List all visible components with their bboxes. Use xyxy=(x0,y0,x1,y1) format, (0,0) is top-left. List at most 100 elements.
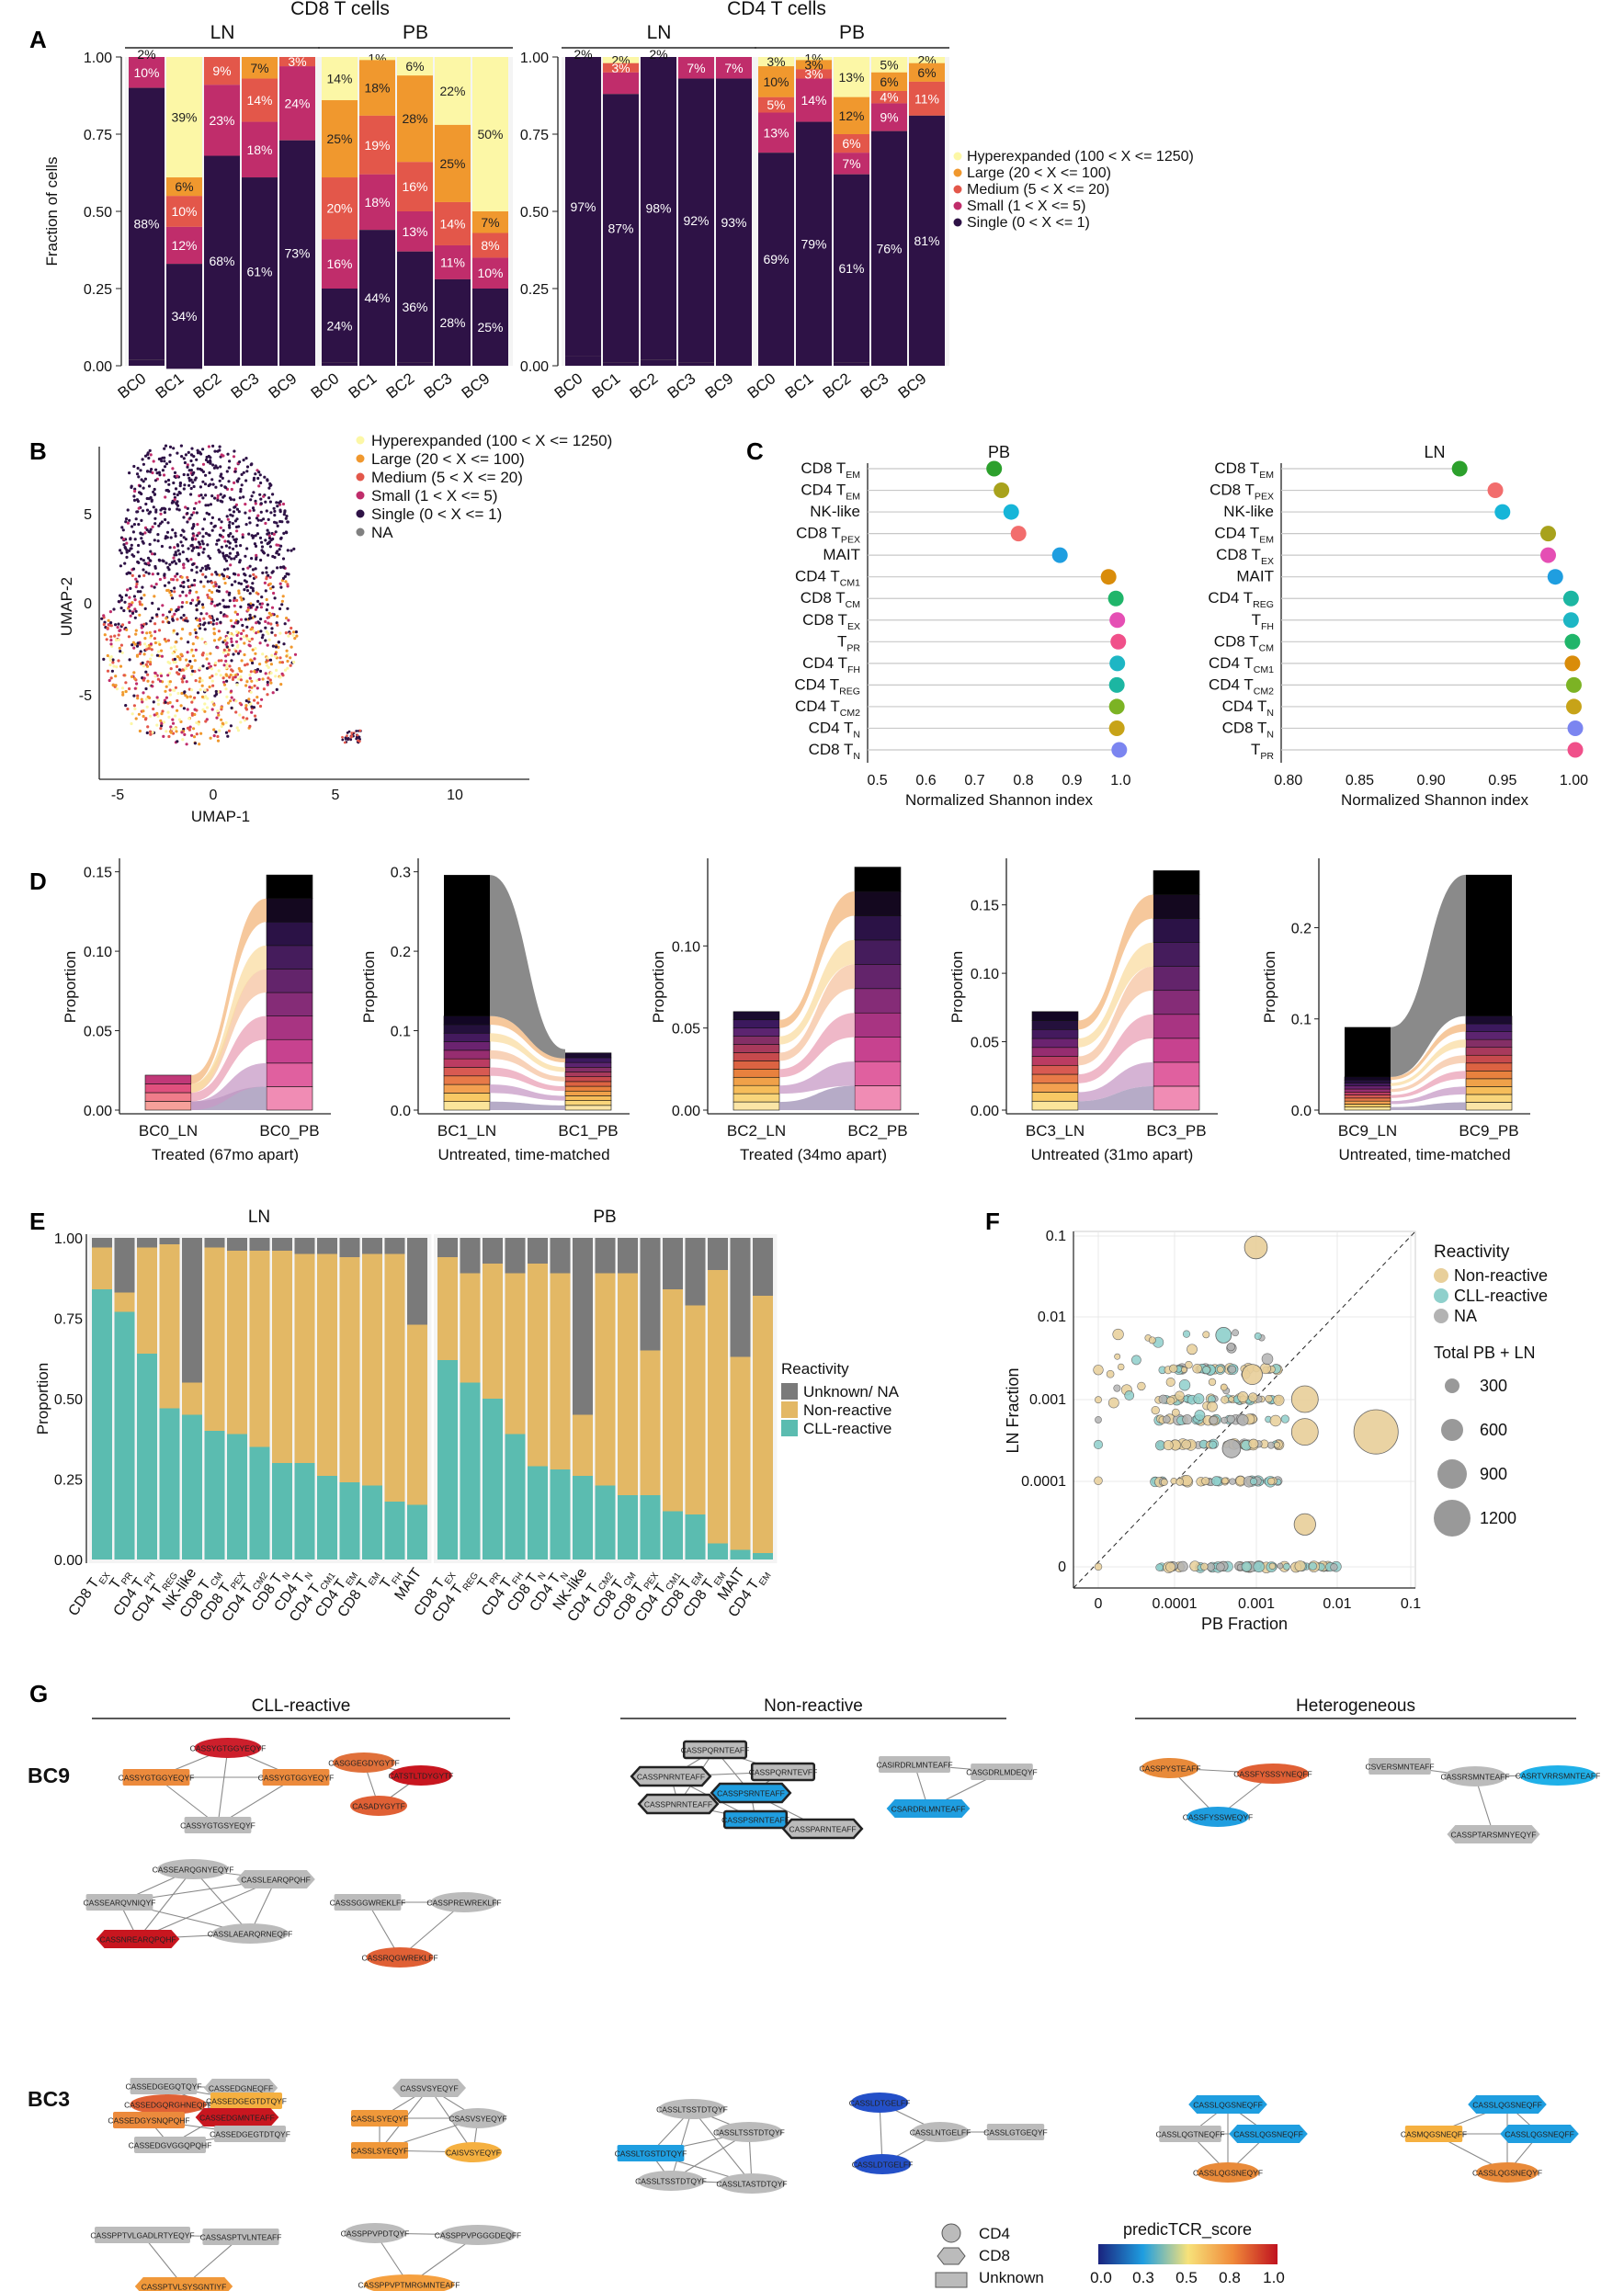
bar-segment xyxy=(397,362,433,366)
umap-point xyxy=(168,688,172,692)
x-tick-label: 0.95 xyxy=(1488,773,1516,788)
scatter-point xyxy=(1209,1415,1219,1425)
umap-point xyxy=(141,630,144,634)
scatter-point xyxy=(1124,1390,1135,1401)
umap-point xyxy=(276,566,279,570)
umap-point xyxy=(177,718,181,721)
umap-point xyxy=(140,537,143,540)
scatter-point xyxy=(1114,1353,1121,1360)
scatter-point xyxy=(1237,1391,1249,1403)
scatter-point xyxy=(1241,1561,1252,1572)
umap-point xyxy=(253,670,256,674)
bar-cll-reactive xyxy=(384,1502,405,1559)
umap-point xyxy=(224,720,228,725)
umap-point xyxy=(172,629,176,632)
category-label: CD4 TREG xyxy=(1208,589,1274,610)
umap-point xyxy=(240,472,244,477)
umap-point xyxy=(171,718,175,721)
colorbar-tick-label: 0.3 xyxy=(1132,2269,1154,2286)
bar-segment xyxy=(359,115,395,175)
bar-data-label: 20% xyxy=(326,201,352,216)
umap-point xyxy=(159,649,164,652)
umap-point xyxy=(143,561,147,565)
legend-label: Medium (5 < X <= 20) xyxy=(371,469,523,486)
umap-point xyxy=(146,679,150,683)
umap-point xyxy=(165,696,168,699)
umap-point xyxy=(146,695,150,698)
umap-point xyxy=(182,536,186,539)
umap-point xyxy=(153,487,156,492)
alluvial-flow xyxy=(490,1067,565,1092)
umap-point xyxy=(197,722,200,726)
left-stack-segment xyxy=(1031,1092,1079,1102)
umap-point xyxy=(179,444,183,448)
bar-unknown xyxy=(182,1238,202,1383)
umap-point xyxy=(109,639,113,642)
umap-point xyxy=(168,459,172,464)
umap-point xyxy=(130,721,133,726)
umap-point xyxy=(196,448,199,452)
scatter-point xyxy=(1248,1438,1259,1449)
umap-point xyxy=(200,679,204,683)
umap-point xyxy=(134,632,138,636)
bar-data-label: 3% xyxy=(804,66,823,81)
umap-point xyxy=(278,500,282,504)
bar-cll-reactive xyxy=(730,1549,751,1559)
umap-point xyxy=(230,689,233,693)
umap-point xyxy=(124,681,128,685)
bar-cll-reactive xyxy=(159,1408,180,1559)
umap-point xyxy=(108,678,111,683)
left-stack-segment xyxy=(1344,1097,1391,1102)
umap-point xyxy=(161,469,165,472)
scatter-point xyxy=(1201,1477,1210,1486)
umap-point xyxy=(245,547,249,550)
bar-segment xyxy=(716,57,752,79)
bar-data-label: 9% xyxy=(880,110,898,125)
size-legend-label: 300 xyxy=(1480,1377,1507,1395)
umap-point xyxy=(244,634,248,638)
bar-unknown xyxy=(595,1238,616,1274)
network-node-label: CASSEDGYSNQPQHF xyxy=(108,2116,189,2126)
right-stack-segment xyxy=(266,1086,313,1111)
right-stack-segment xyxy=(1153,1085,1200,1111)
umap-point xyxy=(265,577,268,581)
umap-point xyxy=(173,645,176,649)
umap-point xyxy=(206,593,210,597)
network-node-label: CASSASPTVLNTEAFF xyxy=(200,2233,282,2242)
legend-dot xyxy=(356,454,365,463)
umap-point xyxy=(142,559,145,562)
bar-data-label: 44% xyxy=(364,290,390,305)
legend-label: Unknown xyxy=(979,2269,1044,2286)
network-node xyxy=(236,1870,315,1888)
umap-point xyxy=(187,641,190,644)
bar-segment xyxy=(322,177,358,240)
umap-point xyxy=(273,514,277,517)
umap-point xyxy=(284,530,288,534)
network-node xyxy=(1187,1807,1249,1827)
umap-point xyxy=(224,642,228,646)
umap-point xyxy=(196,534,199,538)
umap-point xyxy=(227,648,231,652)
umap-point xyxy=(159,727,163,731)
bar-non-reactive xyxy=(437,1257,458,1360)
umap-point xyxy=(276,550,279,553)
network-node-label: CASSFYSSWEQYF xyxy=(1183,1813,1254,1822)
network-node xyxy=(850,2093,909,2113)
bar-data-label: 81% xyxy=(914,233,939,248)
network-node xyxy=(157,1859,229,1879)
network-node-label: CASSEDGEGTDTQYF xyxy=(210,2130,290,2139)
bar-segment xyxy=(871,57,907,73)
legend-shape-ellipse xyxy=(941,2223,961,2243)
bar-cll-reactive xyxy=(227,1434,247,1559)
scatter-point xyxy=(1162,1415,1171,1423)
umap-point xyxy=(259,618,263,621)
umap-point xyxy=(171,727,175,731)
scatter-point xyxy=(1211,1476,1221,1487)
umap-point xyxy=(178,484,182,488)
umap-point xyxy=(210,590,214,595)
umap-point xyxy=(151,552,154,556)
umap-point xyxy=(278,656,282,660)
umap-point xyxy=(176,578,179,582)
umap-point xyxy=(253,542,256,546)
bar-segment xyxy=(834,153,869,175)
